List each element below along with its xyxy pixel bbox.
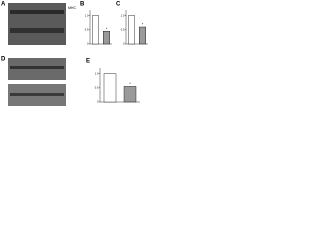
y-tick-label: 0.5 (95, 86, 99, 90)
y-tick-label: 0 (123, 42, 125, 46)
annotation: * (142, 22, 144, 27)
bar (91, 15, 99, 45)
panel-label: D (1, 57, 6, 63)
y-tick-label: 0 (87, 42, 89, 46)
y-tick-label: 1.0 (85, 13, 89, 17)
figure: A B C D E MHC 0 0.5 1.0 * 0 0.5 1.0 * 0 0.5 1.0 * (1, 2, 148, 106)
blot-band (10, 66, 64, 69)
annotation: * (106, 26, 108, 31)
annotation: * (129, 81, 131, 86)
y-tick-label: 0.5 (85, 28, 89, 32)
panel-label: E (86, 59, 90, 65)
blot-label: MHC (68, 6, 76, 10)
bar (127, 15, 135, 45)
y-tick-label: 1.0 (95, 71, 99, 75)
blot-a (8, 3, 66, 45)
bar (102, 31, 110, 45)
blot-band (10, 10, 64, 14)
y-tick-label: 0.5 (121, 28, 125, 32)
blot-band (10, 93, 64, 96)
panel-label: A (1, 2, 6, 8)
bar (103, 73, 117, 103)
bar (123, 86, 137, 103)
y-tick-label: 0 (97, 100, 99, 104)
bar (138, 26, 146, 45)
y-tick-label: 1.0 (121, 13, 125, 17)
panel-label: B (80, 2, 85, 8)
panel-label: C (116, 2, 121, 8)
blot-band (10, 28, 64, 33)
